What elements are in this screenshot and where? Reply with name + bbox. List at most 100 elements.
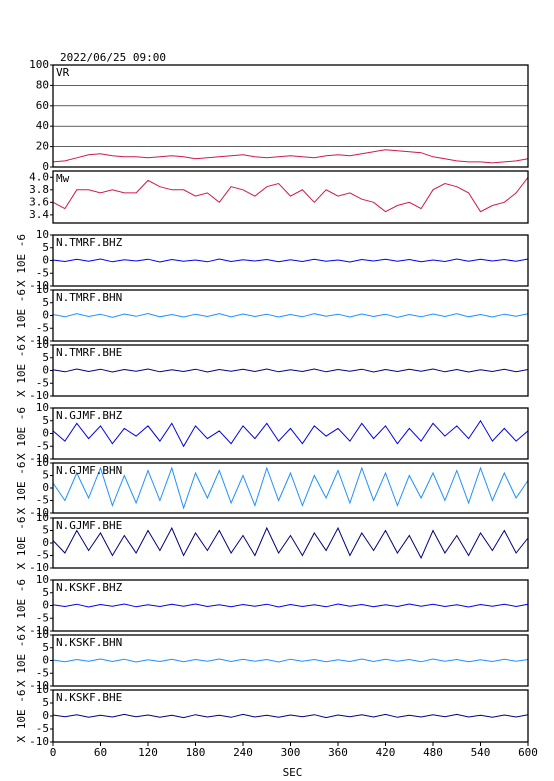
y-tick-label: -5 bbox=[36, 666, 49, 679]
panel-frame bbox=[52, 234, 529, 287]
y-tick-label: -5 bbox=[36, 722, 49, 735]
x-tick-label: 420 bbox=[376, 746, 396, 759]
x-tick-label: 300 bbox=[281, 746, 301, 759]
y-tick-label: 5 bbox=[42, 586, 49, 599]
x-tick-label: 600 bbox=[518, 746, 538, 759]
trace-line bbox=[52, 713, 529, 719]
y-tick-label: 3.4 bbox=[29, 208, 49, 221]
y-tick-label: -10 bbox=[29, 279, 49, 292]
y-tick-label: 5 bbox=[42, 469, 49, 482]
y-tick-label: -5 bbox=[36, 494, 49, 507]
y-tick-label: -5 bbox=[36, 376, 49, 389]
trace-line bbox=[52, 149, 529, 164]
y-axis-label: X 10E -6 bbox=[15, 462, 28, 515]
y-tick-label: -10 bbox=[29, 679, 49, 692]
y-tick-label: 4.0 bbox=[29, 170, 49, 183]
trace-line bbox=[52, 658, 529, 663]
y-tick-label: 20 bbox=[36, 140, 49, 153]
y-tick-label: 5 bbox=[42, 641, 49, 654]
panel-label: N.KSKF.BHN bbox=[56, 636, 122, 649]
y-tick-label: 5 bbox=[42, 696, 49, 709]
panel-frame bbox=[52, 64, 529, 168]
trace-line bbox=[52, 466, 529, 510]
trace-line bbox=[52, 526, 529, 560]
y-tick-label: 5 bbox=[42, 414, 49, 427]
panel-frame bbox=[52, 689, 529, 743]
panel-label: Mw bbox=[56, 172, 70, 185]
trace-line bbox=[52, 176, 529, 213]
y-tick-label: 5 bbox=[42, 351, 49, 364]
y-tick-label: 10 bbox=[36, 338, 49, 351]
y-tick-label: 10 bbox=[36, 283, 49, 296]
y-axis-label: X 10E -6 bbox=[15, 634, 28, 687]
y-tick-label: -5 bbox=[36, 321, 49, 334]
y-tick-label: -10 bbox=[29, 624, 49, 637]
y-tick-label: -10 bbox=[29, 334, 49, 347]
panel-frame bbox=[52, 634, 529, 687]
y-tick-label: 10 bbox=[36, 628, 49, 641]
y-tick-label: 0 bbox=[42, 427, 49, 440]
chart-title: 2022/06/25 09:00 bbox=[60, 51, 166, 64]
x-tick-label: 180 bbox=[186, 746, 206, 759]
x-tick-label: 60 bbox=[94, 746, 107, 759]
y-tick-label: 10 bbox=[36, 511, 49, 524]
panel-label: N.TMRF.BHN bbox=[56, 291, 122, 304]
y-tick-label: 0 bbox=[42, 536, 49, 549]
y-tick-label: 0 bbox=[42, 254, 49, 267]
y-tick-label: 0 bbox=[42, 654, 49, 667]
panel-label: N.GJMF.BHN bbox=[56, 464, 122, 477]
panel-frame bbox=[52, 344, 529, 397]
panel-frame bbox=[52, 289, 529, 342]
y-tick-label: 10 bbox=[36, 228, 49, 241]
y-tick-label: -10 bbox=[29, 561, 49, 574]
x-tick-label: 120 bbox=[138, 746, 158, 759]
panel-label: N.GJMF.BHZ bbox=[56, 409, 123, 422]
y-tick-label: -5 bbox=[36, 549, 49, 562]
y-tick-label: 0 bbox=[42, 599, 49, 612]
trace-line bbox=[52, 603, 529, 608]
panel-label: N.TMRF.BHZ bbox=[56, 236, 123, 249]
y-tick-label: -10 bbox=[29, 735, 49, 748]
y-tick-label: -10 bbox=[29, 389, 49, 402]
y-tick-label: 40 bbox=[36, 119, 49, 132]
panel-frame bbox=[52, 170, 529, 224]
panel-label: VR bbox=[56, 66, 70, 79]
x-axis-label: SEC bbox=[283, 766, 303, 779]
panel-frame bbox=[52, 407, 529, 460]
y-tick-label: 10 bbox=[36, 456, 49, 469]
y-tick-label: 60 bbox=[36, 99, 49, 112]
y-tick-label: 0 bbox=[42, 709, 49, 722]
panel-label: N.KSKF.BHE bbox=[56, 691, 122, 704]
y-axis-label: X 10E -6 bbox=[15, 289, 28, 342]
y-axis-label: X 10E -6 bbox=[15, 579, 28, 632]
x-tick-label: 480 bbox=[423, 746, 443, 759]
x-tick-label: 0 bbox=[50, 746, 57, 759]
y-tick-label: 100 bbox=[29, 58, 49, 71]
y-tick-label: -10 bbox=[29, 506, 49, 519]
y-tick-label: -5 bbox=[36, 439, 49, 452]
panel-frame bbox=[52, 579, 529, 632]
y-tick-label: 0 bbox=[42, 481, 49, 494]
y-axis-label: X 10E -6 bbox=[15, 517, 28, 570]
trace-line bbox=[52, 258, 529, 263]
y-axis-label: X 10E -6 bbox=[15, 234, 28, 287]
panel-label: N.GJMF.BHE bbox=[56, 519, 122, 532]
y-tick-label: 5 bbox=[42, 524, 49, 537]
y-tick-label: 0 bbox=[42, 364, 49, 377]
trace-line bbox=[52, 419, 529, 448]
panel-label: N.TMRF.BHE bbox=[56, 346, 122, 359]
y-axis-label: X 10E -6 bbox=[15, 407, 28, 460]
panel-frame bbox=[52, 462, 529, 514]
y-axis-label: X 10E -6 bbox=[15, 690, 28, 743]
y-tick-label: 0 bbox=[42, 309, 49, 322]
panel-label: N.KSKF.BHZ bbox=[56, 581, 123, 594]
y-tick-label: 3.8 bbox=[29, 183, 49, 196]
y-tick-label: -10 bbox=[29, 452, 49, 465]
trace-line bbox=[52, 368, 529, 373]
x-tick-label: 240 bbox=[233, 746, 253, 759]
y-tick-label: 10 bbox=[36, 573, 49, 586]
y-tick-label: -5 bbox=[36, 611, 49, 624]
y-tick-label: 5 bbox=[42, 296, 49, 309]
x-tick-label: 540 bbox=[471, 746, 491, 759]
